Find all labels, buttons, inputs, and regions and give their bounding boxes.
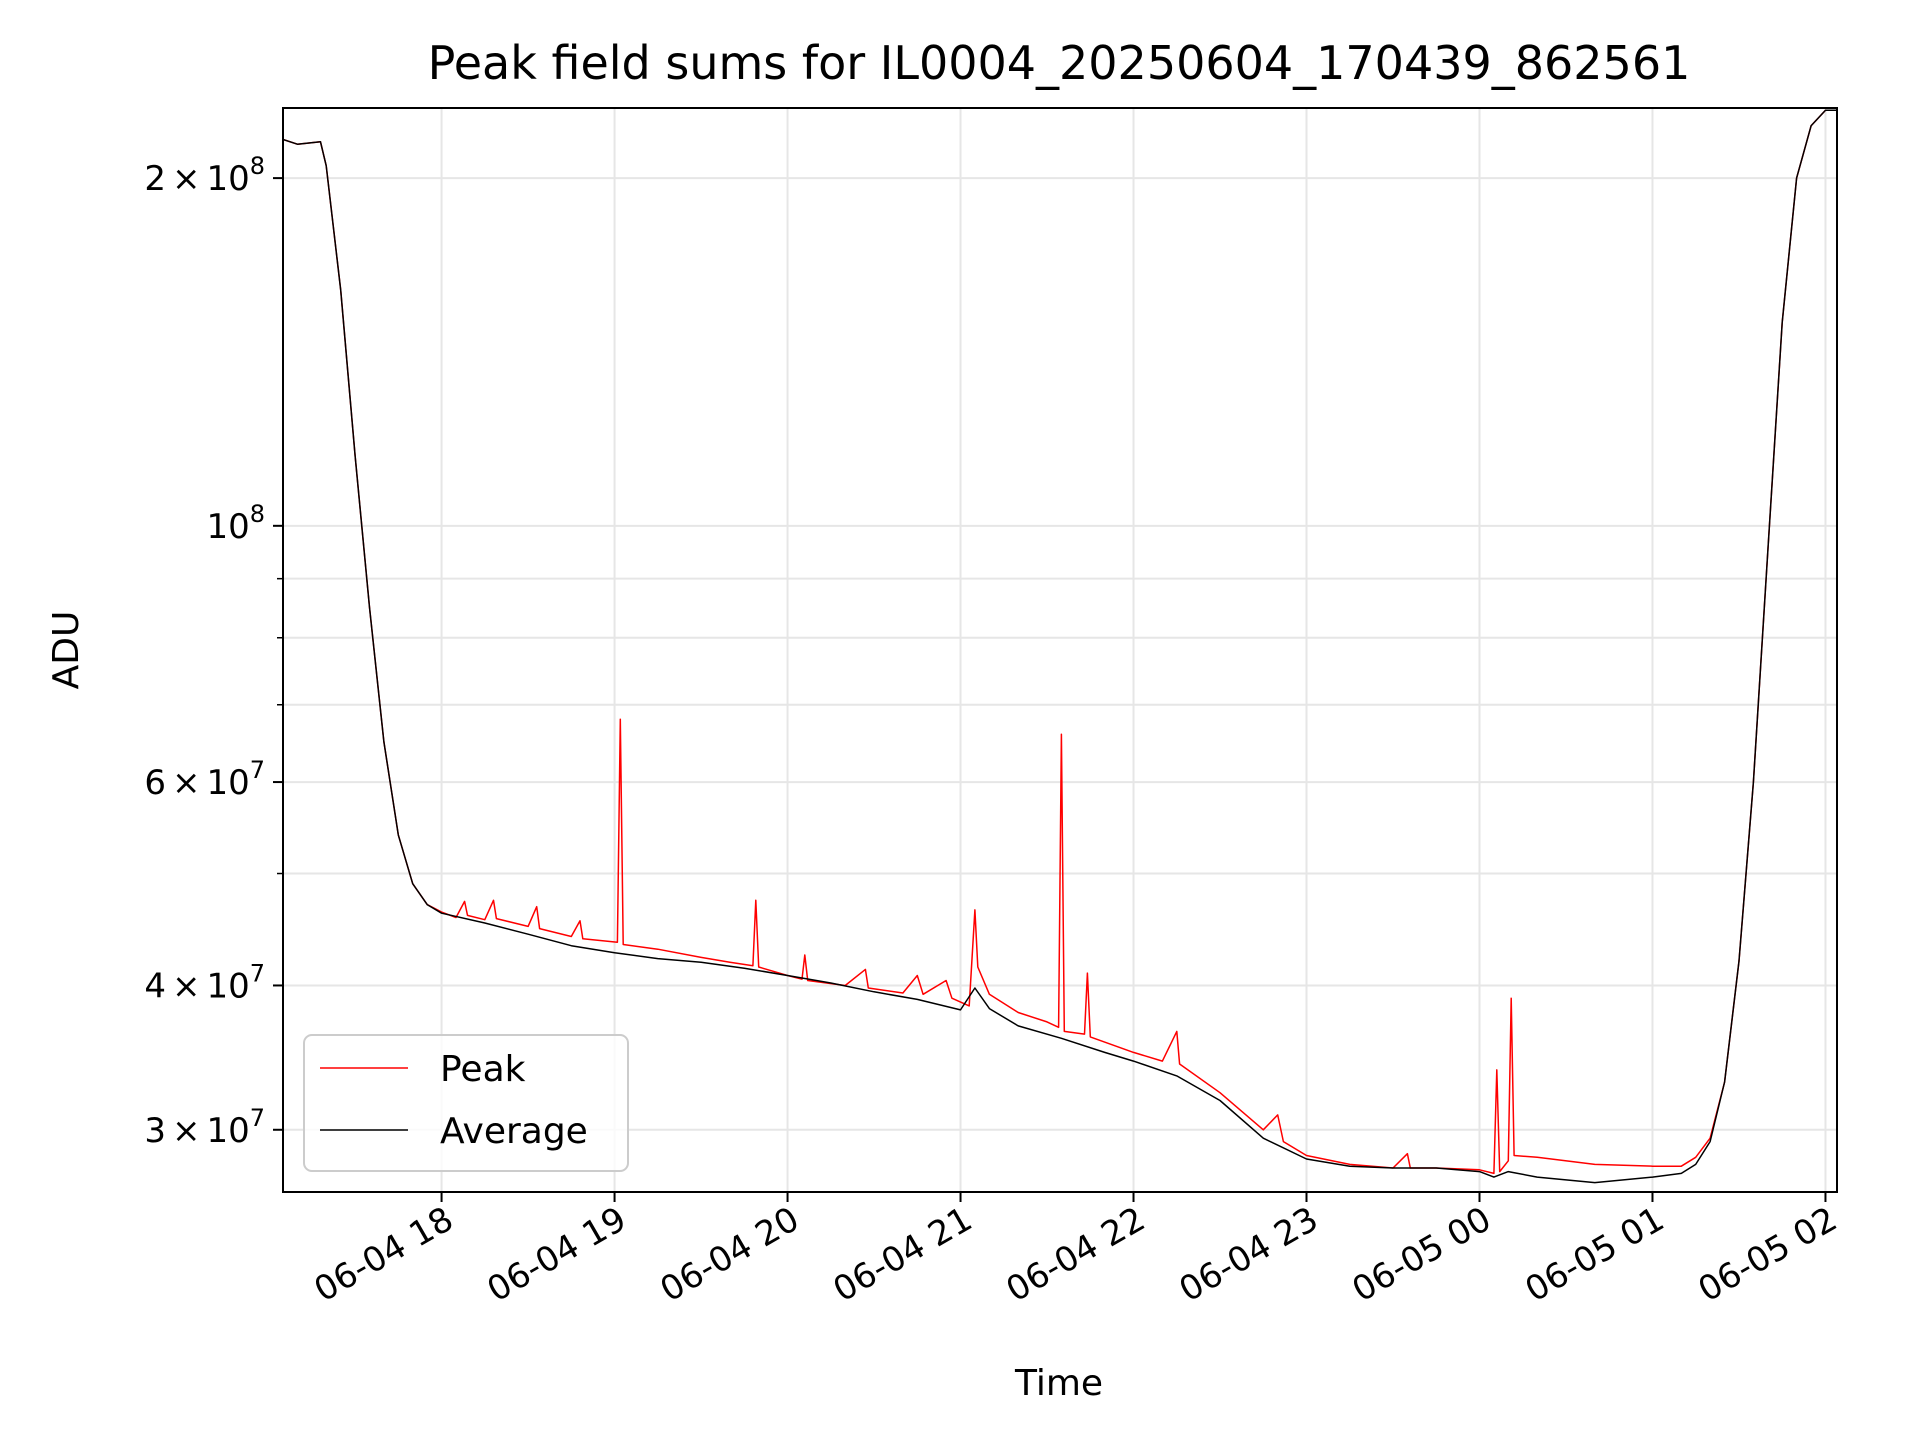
plot-area [283,109,1837,1184]
plot-frame [282,107,1838,1193]
y-tick-mantissa: 3 [144,1111,166,1151]
y-tick-times: × [172,159,201,199]
x-axis-title: Time [1014,1363,1103,1404]
series-line-peak [283,109,1837,1175]
y-tick-label: 4 × 107 [144,959,265,1006]
y-tick-label: 2 × 108 [144,152,265,199]
y-tick-base: 10 [206,763,249,803]
y-axis-title: ADU [46,611,87,690]
y-tick-times: × [172,966,201,1006]
y-tick-mantissa: 6 [144,763,166,803]
y-tick-label: 108 [206,500,265,547]
y-tick-label: 3 × 107 [144,1104,265,1151]
y-tick-mantissa: 2 [144,159,166,199]
y-tick-base: 10 [206,159,249,199]
y-tick-mantissa: 4 [144,966,166,1006]
y-tick-exponent: 7 [250,959,265,987]
y-tick-base: 10 [206,1111,249,1151]
legend: Peak Average [303,1034,629,1172]
chart-title: Peak field sums for IL0004_20250604_1704… [428,36,1691,90]
series-line-average [283,109,1837,1184]
y-tick-times: × [172,1111,201,1151]
y-tick-exponent: 8 [250,500,265,528]
y-tick-label: 6 × 107 [144,756,265,803]
legend-label-average: Average [440,1111,588,1152]
y-tick-base: 10 [206,966,249,1006]
y-tick-times: × [172,763,201,803]
y-tick-base: 10 [206,507,249,547]
legend-label-peak: Peak [440,1049,526,1090]
y-tick-exponent: 8 [250,152,265,180]
y-tick-exponent: 7 [250,756,265,784]
y-tick-exponent: 7 [250,1104,265,1132]
legend-box [303,1034,629,1172]
